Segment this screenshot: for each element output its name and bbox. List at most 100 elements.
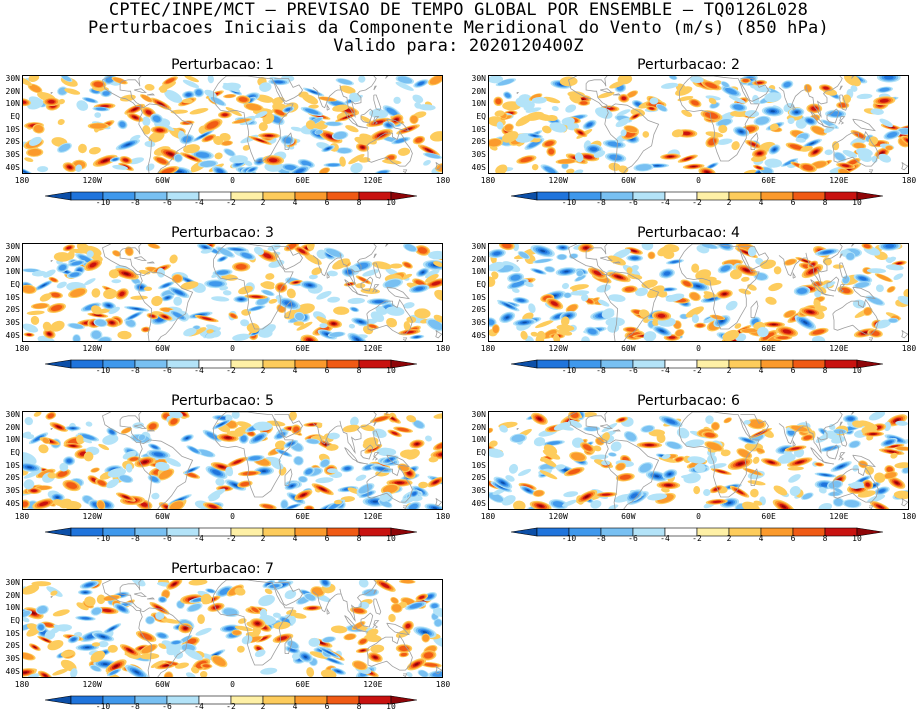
wind-anomaly-blob [397,427,410,432]
wind-anomaly-blob [57,470,68,477]
wind-anomaly-blob [691,263,700,273]
wind-anomaly-blob [334,499,342,505]
colorbar-tick-label: -4 [660,534,670,543]
wind-anomaly-blob [681,109,693,117]
wind-anomaly-blob [108,269,119,279]
wind-anomaly-blob [784,310,795,318]
wind-anomaly-blob [785,259,796,265]
coastline [901,329,908,339]
wind-anomaly-blob [139,653,160,660]
wind-anomaly-blob [593,270,602,276]
colorbar-low-arrow [510,191,538,201]
coastline [373,85,377,91]
coastline [146,93,155,96]
perturbation-field [23,412,442,509]
longitude-label: 0 [230,176,235,185]
wind-anomaly-blob [293,321,305,326]
colorbar-high-arrow [856,527,884,537]
coastline [839,85,843,91]
wind-anomaly-blob [233,459,242,464]
wind-anomaly-blob [306,667,315,677]
wind-anomaly-blob [743,419,751,425]
wind-anomaly-blob [226,430,244,437]
wind-anomaly-blob [535,270,542,273]
wind-anomaly-blob [296,321,313,331]
wind-anomaly-blob [255,622,260,625]
wind-anomaly-blob [731,141,740,151]
latitude-label: 10S [471,292,486,302]
wind-anomaly-blob [159,469,173,480]
title-line-2: Perturbacoes Iniciais da Componente Meri… [88,18,829,38]
wind-anomaly-blob [89,123,107,129]
wind-anomaly-blob [128,157,145,165]
wind-anomaly-blob [544,166,556,173]
wind-anomaly-blob [388,613,396,623]
wind-anomaly-blob [151,445,158,449]
wind-anomaly-blob [681,474,699,479]
wind-anomaly-blob [575,275,586,281]
colorbar: -10 -8 -6 -4 -2 2 4 6 8 10 [510,526,884,543]
wind-anomaly-blob [553,333,561,341]
map-frame [488,243,909,342]
coastline [146,429,155,432]
wind-anomaly-blob [756,448,764,453]
longitude-label: 0 [696,176,701,185]
wind-anomaly-blob [634,115,637,117]
wind-anomaly-blob [344,466,350,471]
wind-anomaly-blob [742,78,749,83]
coastline [839,94,848,111]
wind-anomaly-blob [894,462,908,469]
longitude-label: 60W [621,176,636,185]
wind-anomaly-blob [336,670,340,673]
wind-anomaly-blob [184,627,187,630]
wind-anomaly-blob [359,639,367,644]
wind-anomaly-blob [320,168,329,173]
wind-anomaly-blob [886,466,893,473]
latitude-label: 40S [5,498,20,508]
wind-anomaly-blob [53,624,66,632]
wind-anomaly-blob [146,616,155,624]
wind-anomaly-blob [305,593,316,601]
coastline [435,329,442,339]
wind-anomaly-blob [495,164,508,173]
wind-anomaly-blob [142,327,149,332]
wind-anomaly-blob [561,117,575,126]
wind-anomaly-blob [326,147,330,150]
wind-anomaly-blob [391,431,398,435]
wind-anomaly-blob [158,633,167,638]
wind-anomaly-blob [811,126,826,135]
wind-anomaly-blob [532,135,537,137]
wind-anomaly-blob [689,292,700,301]
wind-anomaly-blob [889,451,895,453]
wind-anomaly-blob [268,158,278,163]
wind-anomaly-blob [332,322,336,325]
wind-anomaly-blob [694,463,706,473]
coastline [806,76,843,118]
wind-anomaly-blob [601,423,618,433]
wind-anomaly-blob [369,109,389,119]
coastline [102,580,142,611]
wind-anomaly-blob [214,152,223,160]
wind-anomaly-blob [800,145,813,152]
wind-anomaly-blob [884,76,894,80]
coastline [612,93,621,96]
coastline [568,412,608,443]
wind-anomaly-blob [867,494,886,503]
wind-anomaly-blob [295,312,304,321]
wind-anomaly-blob [95,107,107,111]
wind-anomaly-blob [569,284,589,291]
longitude-label: 0 [230,344,235,353]
coastline [373,421,377,427]
wind-anomaly-blob [200,249,212,254]
longitude-label: 120W [548,176,568,185]
wind-anomaly-blob [262,281,275,288]
colorbar-tick-label: 10 [386,198,396,207]
wind-anomaly-blob [200,160,216,167]
coastline [344,279,359,295]
wind-anomaly-blob [393,96,401,104]
wind-anomaly-blob [773,266,782,275]
wind-anomaly-blob [506,304,511,307]
panel-title: Perturbacao: 6 [637,393,740,409]
wind-anomaly-blob [510,274,521,281]
wind-anomaly-blob [415,287,424,291]
